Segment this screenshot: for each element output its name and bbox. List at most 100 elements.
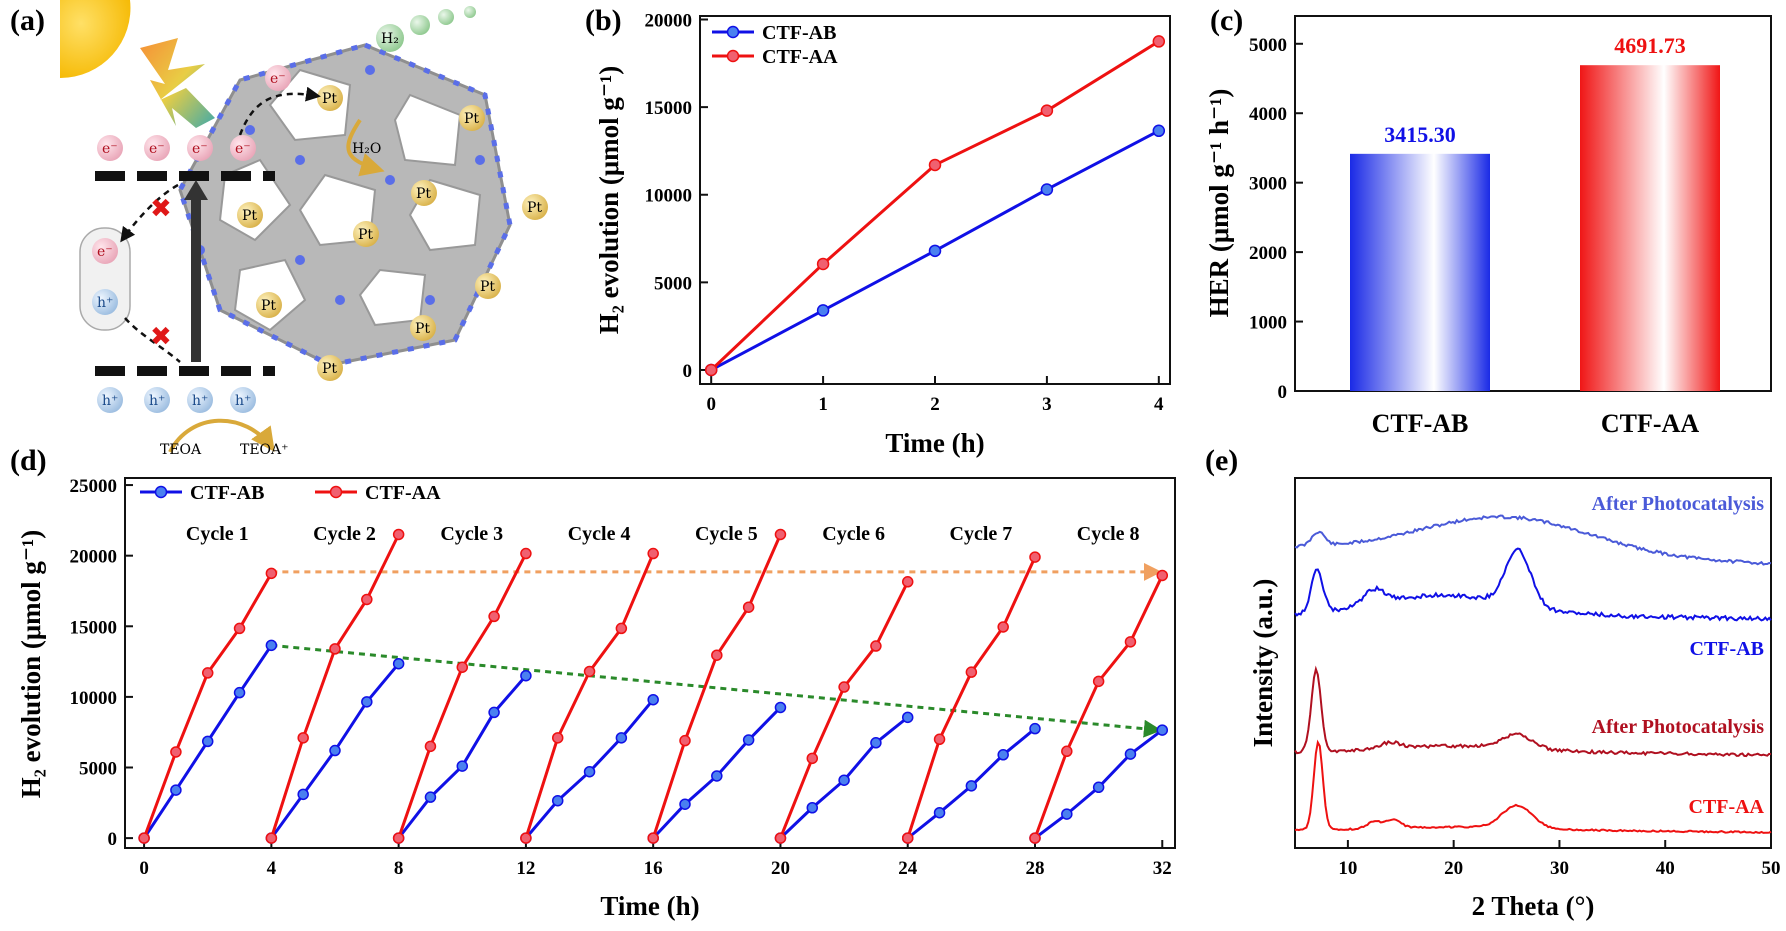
cross-mark-icon: ✖	[150, 194, 172, 224]
h2-bubbles: H₂	[376, 6, 476, 52]
valence-holes: h⁺ h⁺ h⁺ h⁺	[97, 387, 256, 413]
legend-d-ctf-ab: CTF-AB	[190, 482, 264, 504]
y-tick-label-b: 5000	[654, 273, 692, 294]
data-point-d-aa	[1061, 745, 1073, 758]
pt-particle: Pt	[459, 105, 485, 131]
series-line-d-ab-cycle-3	[397, 674, 528, 840]
h2-bubble	[438, 9, 454, 25]
y-axis-label-c: HER (μmol g⁻¹ h⁻¹)	[1204, 89, 1234, 318]
series-line-d-aa-cycle-1	[142, 572, 273, 839]
data-point-b-aa	[816, 257, 830, 271]
y-tick-label-d: 20000	[70, 547, 118, 568]
data-point-d-ab	[551, 794, 564, 807]
cycle-label: Cycle 4	[568, 523, 631, 545]
svg-text:Pt: Pt	[322, 361, 337, 377]
data-point-d-ab	[838, 774, 850, 786]
panel-c-chart: (c) 0 1000 2000 3000 4000 5000 3415.30 CTF-AB 4…	[1204, 4, 1772, 438]
series-line-d-aa-cycle-5	[651, 533, 782, 839]
electron-sphere: e⁻	[265, 65, 291, 91]
data-point-d-aa	[615, 622, 628, 635]
x-tick-label-d: 8	[394, 858, 404, 879]
svg-text:e⁻: e⁻	[102, 141, 118, 157]
data-point-d-ab	[1061, 808, 1073, 820]
panel-label-a: (a)	[10, 4, 45, 37]
x-tick-label-b: 3	[1042, 394, 1052, 415]
data-point-d-aa	[806, 752, 819, 765]
x-axis-label-d: Time (h)	[600, 891, 699, 921]
x-tick-label-e: 40	[1656, 858, 1675, 879]
trace-label-ab-after: After Photocatalysis	[1592, 493, 1765, 515]
data-point-d-ab	[1124, 748, 1137, 760]
pt-particle: Pt	[522, 194, 548, 220]
data-point-d-aa	[774, 832, 787, 844]
data-point-d-aa	[1156, 569, 1169, 582]
cycle-label: Cycle 2	[313, 523, 376, 545]
data-point-d-aa	[742, 601, 755, 613]
y-tick-label-c: 5000	[1249, 35, 1287, 56]
series-line-d-aa-cycle-7	[906, 556, 1037, 839]
data-point-d-aa	[711, 649, 723, 661]
y-tick-label-c: 0	[1278, 382, 1288, 403]
data-point-d-aa	[424, 740, 437, 753]
data-point-d-aa	[361, 593, 373, 606]
xrd-trace-1	[1294, 514, 1772, 566]
data-point-d-aa	[170, 746, 182, 758]
x-tick-label-d: 20	[771, 858, 790, 879]
framework-structure	[177, 42, 513, 368]
data-point-d-ab	[965, 780, 978, 792]
teoa-label: TEOA	[160, 442, 202, 458]
svg-text:H₂: H₂	[381, 31, 399, 47]
y-axis-label-b: H₂ evolution (μmol g⁻¹)	[594, 66, 624, 334]
cycle-label: Cycle 7	[950, 523, 1013, 545]
svg-text:Pt: Pt	[527, 200, 542, 216]
y-tick-label-d: 0	[108, 829, 118, 850]
data-point-d-ab	[742, 734, 755, 746]
data-point-d-aa	[901, 576, 914, 588]
lightning-icon	[140, 38, 215, 128]
series-line-b-aa	[710, 40, 1160, 372]
bar-ctf-aa	[1580, 65, 1720, 391]
svg-text:Pt: Pt	[261, 298, 276, 314]
data-point-d-ab	[329, 744, 341, 757]
svg-text:e⁻: e⁻	[97, 244, 113, 260]
svg-text:e⁻: e⁻	[270, 71, 286, 87]
sun-icon	[60, 0, 131, 79]
hole-sphere: h⁺	[187, 387, 213, 413]
cycle-label: Cycle 8	[1077, 523, 1140, 545]
data-point-d-aa	[838, 681, 850, 693]
teoa-plus-label: TEOA⁺	[240, 442, 289, 458]
trace-label-ctf-ab: CTF-AB	[1690, 638, 1764, 660]
data-point-d-aa	[265, 567, 278, 580]
electron-sphere: e⁻	[144, 135, 170, 161]
electron-sphere: e⁻	[230, 135, 256, 161]
y-tick-label-d: 15000	[70, 617, 118, 638]
svg-text:Pt: Pt	[416, 186, 431, 202]
data-point-d-aa	[647, 547, 659, 560]
data-point-d-ab	[392, 657, 405, 670]
data-point-d-ab	[488, 706, 500, 719]
y-tick-label-d: 5000	[79, 759, 117, 780]
panel-e-chart: (e) 10 20 30 40 50 2 Theta (°) Intensity (a.…	[1205, 444, 1781, 921]
electron-sphere: e⁻	[187, 135, 213, 161]
data-point-d-aa	[1124, 636, 1137, 648]
legend-b: CTF-AB CTF-AA	[712, 22, 838, 68]
data-point-b-ab	[928, 244, 942, 258]
y-tick-label-b: 20000	[645, 11, 693, 32]
legend-d: CTF-AB CTF-AA	[140, 482, 441, 504]
x-tick-label-d: 0	[139, 858, 149, 879]
pt-particle: Pt	[317, 85, 343, 111]
data-point-d-ab	[615, 732, 628, 744]
data-point-d-ab	[647, 693, 659, 706]
svg-text:e⁻: e⁻	[235, 141, 251, 157]
bar-value-label: 3415.30	[1384, 122, 1456, 147]
data-point-d-aa	[488, 610, 500, 623]
data-point-d-ab	[424, 791, 437, 803]
h2-bubble	[410, 15, 430, 35]
data-point-d-aa	[329, 643, 341, 655]
y-tick-label-c: 2000	[1249, 243, 1287, 264]
hole-sphere: h⁺	[144, 387, 170, 413]
data-point-d-ab	[870, 737, 882, 749]
x-tick-label-d: 28	[1026, 858, 1045, 879]
x-tick-label-d: 32	[1153, 858, 1172, 879]
cycle-label: Cycle 1	[186, 523, 249, 545]
